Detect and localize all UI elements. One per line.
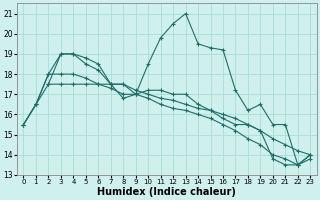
X-axis label: Humidex (Indice chaleur): Humidex (Indice chaleur)	[98, 187, 236, 197]
